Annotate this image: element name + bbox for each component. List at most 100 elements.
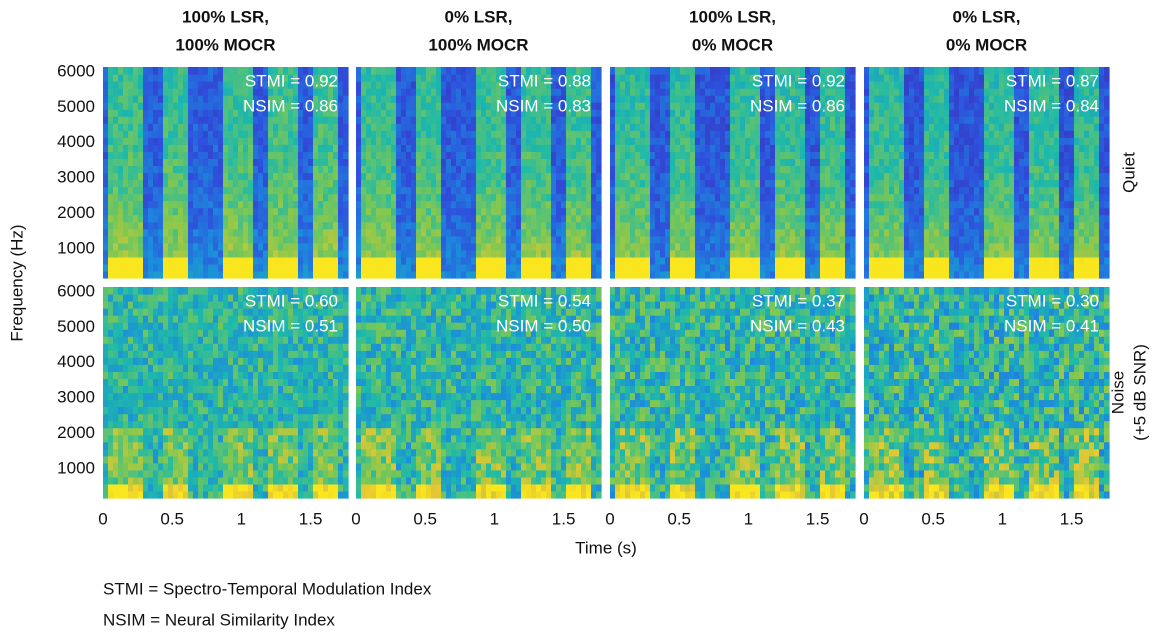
spectrogram-cell — [451, 74, 457, 82]
spectrogram-cell — [909, 187, 915, 195]
spectrogram-cell — [899, 180, 905, 188]
spectrogram-cell — [596, 74, 602, 82]
spectrogram-cell — [431, 166, 437, 174]
spectrogram-cell — [725, 116, 731, 124]
spectrogram-cell — [123, 95, 129, 103]
spectrogram-cell — [431, 151, 437, 159]
spectrogram-cell — [298, 180, 304, 188]
spectrogram-cell — [879, 271, 885, 279]
spectrogram-cell — [376, 109, 382, 117]
spectrogram-cell — [670, 236, 676, 244]
spectrogram-cell — [840, 166, 846, 174]
spectrogram-cell — [268, 271, 274, 279]
spectrogram-cell — [700, 137, 706, 145]
spectrogram-cell — [426, 264, 432, 272]
spectrogram-cell — [371, 180, 377, 188]
spectrogram-cell — [845, 95, 851, 103]
spectrogram-cell — [313, 123, 319, 131]
spectrogram-cell — [113, 137, 119, 145]
spectrogram-cell — [108, 243, 114, 251]
spectrogram-cell — [939, 236, 945, 244]
spectrogram-cell — [188, 109, 194, 117]
spectrogram-cell — [273, 271, 279, 279]
spectrogram-cell — [541, 194, 547, 202]
spectrogram-cell — [879, 74, 885, 82]
spectrogram-cell — [128, 187, 134, 195]
spectrogram-cell — [361, 215, 367, 223]
spectrogram-cell — [123, 201, 129, 209]
spectrogram-cell — [845, 264, 851, 272]
spectrogram-cell — [361, 95, 367, 103]
spectrogram-cell — [551, 229, 557, 237]
spectrogram-cell — [253, 187, 259, 195]
spectrogram-cell — [650, 166, 656, 174]
spectrogram-cell — [670, 74, 676, 82]
spectrogram-cell — [323, 194, 329, 202]
spectrogram-cell — [780, 194, 786, 202]
spectrogram-cell — [516, 215, 522, 223]
spectrogram-cell — [630, 102, 636, 110]
spectrogram-cell — [934, 229, 940, 237]
spectrogram-cell — [431, 257, 437, 265]
spectrogram-cell — [293, 180, 299, 188]
spectrogram-cell — [939, 222, 945, 230]
spectrogram-cell — [396, 215, 402, 223]
spectrogram-cell — [620, 271, 626, 279]
spectrogram-cell — [476, 102, 482, 110]
spectrogram-cell — [845, 102, 851, 110]
spectrogram-cell — [884, 74, 890, 82]
spectrogram-cell — [441, 116, 447, 124]
spectrogram-cell — [213, 173, 219, 181]
spectrogram-cell — [441, 173, 447, 181]
spectrogram-cell — [356, 236, 362, 244]
spectrogram-cell — [650, 271, 656, 279]
spectrogram-cell — [765, 137, 771, 145]
spectrogram-cell — [391, 109, 397, 117]
spectrogram-cell — [825, 166, 831, 174]
spectrogram-cell — [308, 208, 314, 216]
spectrogram-cell — [148, 222, 154, 230]
spectrogram-cell — [655, 180, 661, 188]
spectrogram-cell — [228, 102, 234, 110]
spectrogram-cell — [770, 208, 776, 216]
spectrogram-cell — [869, 250, 875, 258]
spectrogram-cell — [411, 250, 417, 258]
spectrogram-cell — [496, 144, 502, 152]
spectrogram-cell — [158, 151, 164, 159]
spectrogram-cell — [840, 144, 846, 152]
spectrogram-cell — [396, 123, 402, 131]
spectrogram-cell — [655, 81, 661, 89]
spectrogram-cell — [273, 166, 279, 174]
spectrogram-cell — [303, 250, 309, 258]
spectrogram-cell — [526, 236, 532, 244]
spectrogram-cell — [238, 187, 244, 195]
spectrogram-cell — [511, 201, 517, 209]
spectrogram-cell — [680, 116, 686, 124]
spectrogram-cell — [123, 88, 129, 96]
spectrogram-cell — [874, 201, 880, 209]
spectrogram-cell — [586, 264, 592, 272]
spectrogram-cell — [680, 222, 686, 230]
spectrogram-cell — [258, 208, 264, 216]
spectrogram-cell — [780, 173, 786, 181]
spectrogram-cell — [263, 208, 269, 216]
spectrogram-cell — [228, 229, 234, 237]
spectrogram-cell — [213, 123, 219, 131]
spectrogram-cell — [869, 271, 875, 279]
spectrogram-cell — [218, 236, 224, 244]
spectrogram-cell — [288, 116, 294, 124]
spectrogram-cell — [148, 173, 154, 181]
spectrogram-cell — [745, 180, 751, 188]
spectrogram-cell — [406, 158, 412, 166]
spectrogram-cell — [238, 74, 244, 82]
spectrogram-cell — [426, 215, 432, 223]
spectrogram-cell — [168, 88, 174, 96]
spectrogram-cell — [899, 95, 905, 103]
spectrogram-cell — [476, 257, 482, 265]
spectrogram-cell — [273, 201, 279, 209]
spectrogram-cell — [655, 264, 661, 272]
spectrogram-cell — [481, 180, 487, 188]
spectrogram-cell — [243, 194, 249, 202]
spectrogram-cell — [850, 81, 856, 89]
spectrogram-cell — [391, 102, 397, 110]
